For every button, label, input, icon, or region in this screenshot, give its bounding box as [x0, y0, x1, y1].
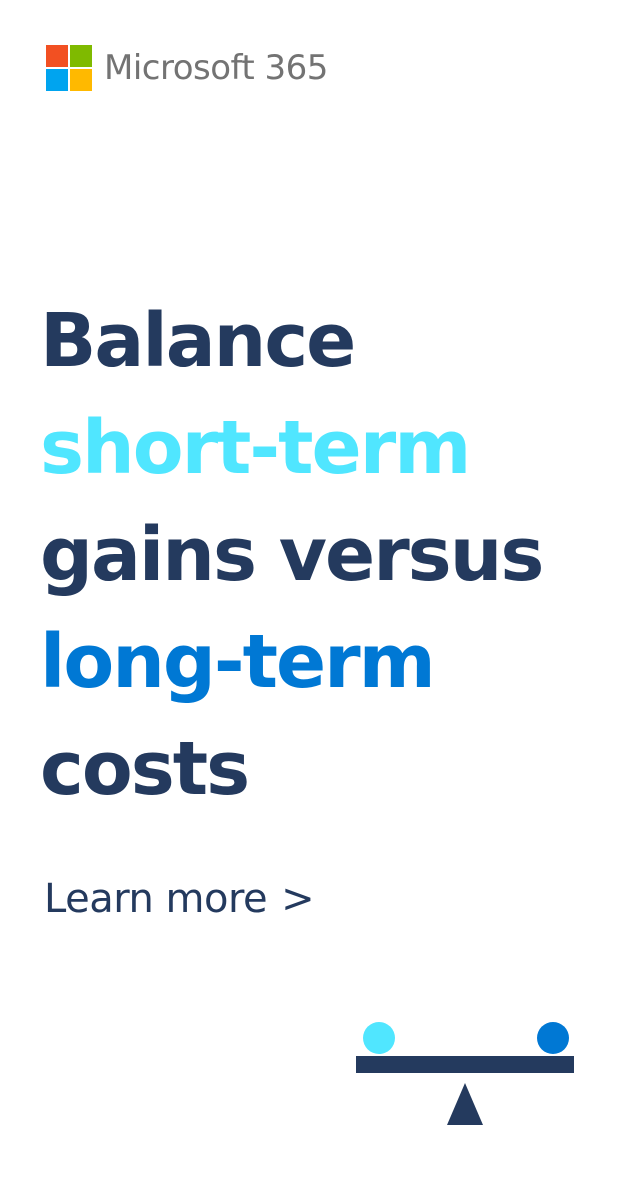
headline: Balance short-term gains versus long-ter…: [40, 288, 544, 823]
headline-line-long-term: long-term: [40, 619, 436, 705]
balance-scale-illustration: [356, 1022, 574, 1125]
headline-line-balance: Balance: [40, 298, 356, 384]
headline-line-costs: costs: [40, 726, 250, 812]
fulcrum-triangle: [447, 1083, 483, 1125]
logo-square-red: [46, 45, 68, 67]
logo-square-yellow: [70, 69, 92, 91]
brand-name: Microsoft 365: [104, 48, 328, 88]
learn-more-label: Learn more: [44, 876, 268, 922]
headline-line-gains-versus: gains versus: [40, 512, 544, 598]
learn-more-link[interactable]: Learn more >: [44, 876, 315, 922]
left-ball: [363, 1022, 395, 1054]
headline-line-short-term: short-term: [40, 405, 471, 491]
logo-square-green: [70, 45, 92, 67]
microsoft-365-logo: Microsoft 365: [46, 45, 328, 91]
scale-beam: [356, 1056, 574, 1073]
microsoft-logo-icon: [46, 45, 92, 91]
logo-square-blue: [46, 69, 68, 91]
chevron-right-icon: >: [281, 876, 315, 922]
right-ball: [537, 1022, 569, 1054]
